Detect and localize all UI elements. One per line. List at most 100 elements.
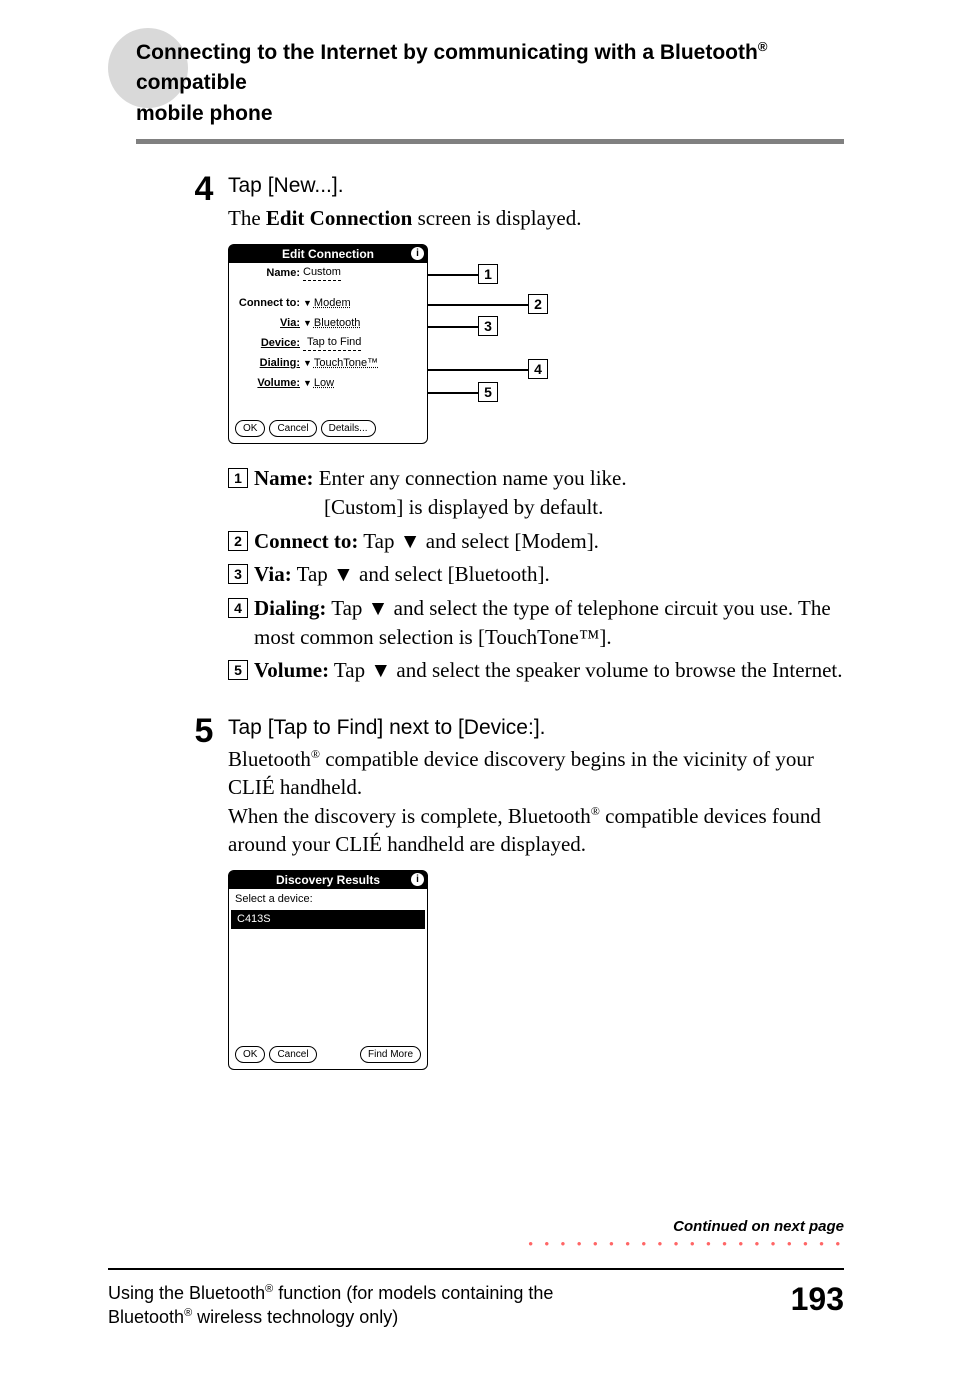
step-5-p1: Bluetooth® compatible device discovery b… bbox=[228, 745, 844, 802]
connect-value[interactable]: Modem bbox=[314, 296, 351, 311]
header-line2: mobile phone bbox=[136, 102, 273, 125]
anno-bold: Connect to: bbox=[254, 529, 358, 553]
anno-rest: Tap ▼ and select the type of telephone c… bbox=[254, 596, 831, 649]
via-label: Via: bbox=[235, 316, 303, 331]
footer: Using the Bluetooth® function (for model… bbox=[108, 1281, 844, 1330]
content: 4 Tap [New...]. The Edit Connection scre… bbox=[180, 172, 844, 1070]
dialing-value[interactable]: TouchTone™ bbox=[314, 356, 378, 371]
find-more-button[interactable]: Find More bbox=[360, 1046, 421, 1064]
anno-rest: Tap ▼ and select the speaker volume to b… bbox=[329, 658, 842, 682]
callout-line bbox=[428, 392, 478, 394]
header: Connecting to the Internet by communicat… bbox=[108, 38, 844, 144]
row-dialing: Dialing: ▼ TouchTone™ bbox=[229, 353, 427, 373]
anno-text: Name: Enter any connection name you like… bbox=[254, 464, 844, 523]
palm-title-text: Edit Connection bbox=[282, 247, 374, 261]
row-via: Via: ▼ Bluetooth bbox=[229, 313, 427, 333]
step-5-head: Tap [Tap to Find] next to [Device:]. bbox=[228, 714, 844, 742]
anno-num: 2 bbox=[228, 531, 248, 551]
f2b: wireless technology only) bbox=[192, 1307, 398, 1327]
registered-icon: ® bbox=[311, 747, 320, 761]
details-button[interactable]: Details... bbox=[321, 420, 376, 438]
device-value[interactable]: Tap to Find bbox=[303, 335, 361, 351]
via-value[interactable]: Bluetooth bbox=[314, 316, 360, 331]
registered-icon: ® bbox=[591, 804, 600, 818]
anno-rest: Enter any connection name you like. bbox=[313, 466, 626, 490]
info-icon[interactable]: i bbox=[411, 873, 424, 886]
anno-bold: Dialing: bbox=[254, 596, 326, 620]
annotation-4: 4 Dialing: Tap ▼ and select the type of … bbox=[228, 594, 844, 653]
edit-connection-figure: Edit Connection i Name: Custom Connect t… bbox=[228, 244, 558, 454]
step-4-body: Tap [New...]. The Edit Connection screen… bbox=[228, 172, 844, 689]
footer-left: Using the Bluetooth® function (for model… bbox=[108, 1281, 553, 1330]
anno-rest: Tap ▼ and select [Bluetooth]. bbox=[292, 562, 550, 586]
callout-line bbox=[428, 304, 528, 306]
dialing-label: Dialing: bbox=[235, 356, 303, 371]
anno-bold: Via: bbox=[254, 562, 292, 586]
volume-label: Volume: bbox=[235, 376, 303, 391]
device-row[interactable]: C413S bbox=[231, 910, 425, 929]
chevron-down-icon[interactable]: ▼ bbox=[303, 357, 312, 369]
callout-1: 1 bbox=[478, 264, 498, 284]
volume-value[interactable]: Low bbox=[314, 376, 334, 391]
ok-button[interactable]: OK bbox=[235, 420, 265, 438]
palm-title: Edit Connection i bbox=[229, 245, 427, 263]
annotation-list: 1 Name: Enter any connection name you li… bbox=[228, 464, 844, 686]
name-label: Name: bbox=[235, 266, 303, 281]
annotation-5: 5 Volume: Tap ▼ and select the speaker v… bbox=[228, 656, 844, 685]
info-icon[interactable]: i bbox=[411, 247, 424, 260]
anno-text: Connect to: Tap ▼ and select [Modem]. bbox=[254, 527, 844, 556]
annotation-2: 2 Connect to: Tap ▼ and select [Modem]. bbox=[228, 527, 844, 556]
palm-screen-edit: Edit Connection i Name: Custom Connect t… bbox=[228, 244, 428, 444]
header-line1-pre: Connecting to the Internet by communicat… bbox=[136, 41, 758, 64]
anno-text: Dialing: Tap ▼ and select the type of te… bbox=[254, 594, 844, 653]
p2a: When the discovery is complete, Bluetoot… bbox=[228, 804, 591, 828]
f1b: function (for models containing the bbox=[273, 1283, 553, 1303]
chevron-down-icon[interactable]: ▼ bbox=[303, 297, 312, 309]
callout-line bbox=[428, 369, 528, 371]
step4-desc-bold: Edit Connection bbox=[266, 206, 412, 230]
continued-block: Continued on next page • • • • • • • • •… bbox=[528, 1218, 844, 1248]
callout-5: 5 bbox=[478, 382, 498, 402]
cancel-button[interactable]: Cancel bbox=[269, 420, 316, 438]
chevron-down-icon[interactable]: ▼ bbox=[303, 377, 312, 389]
step-4: 4 Tap [New...]. The Edit Connection scre… bbox=[180, 172, 844, 689]
step-number: 5 bbox=[180, 714, 228, 748]
row-name: Name: Custom bbox=[229, 263, 427, 283]
callout-2: 2 bbox=[528, 294, 548, 314]
anno-bold: Volume: bbox=[254, 658, 329, 682]
palm-buttons: OK Cancel Details... bbox=[235, 420, 376, 438]
anno-num: 1 bbox=[228, 468, 248, 488]
select-device-label: Select a device: bbox=[229, 889, 427, 910]
connect-label: Connect to: bbox=[235, 296, 303, 311]
header-rule bbox=[136, 139, 844, 144]
anno-bold: Name: bbox=[254, 466, 313, 490]
registered-icon: ® bbox=[265, 1283, 273, 1295]
callout-line bbox=[428, 274, 478, 276]
row-volume: Volume: ▼ Low bbox=[229, 373, 427, 393]
palm2-title: Discovery Results i bbox=[229, 871, 427, 889]
callout-3: 3 bbox=[478, 316, 498, 336]
chevron-down-icon[interactable]: ▼ bbox=[303, 317, 312, 329]
header-line1-post: compatible bbox=[136, 71, 247, 94]
name-value[interactable]: Custom bbox=[303, 265, 341, 281]
cancel-button[interactable]: Cancel bbox=[269, 1046, 316, 1064]
dots-icon: • • • • • • • • • • • • • • • • • • • • bbox=[528, 1239, 844, 1248]
ok-button[interactable]: OK bbox=[235, 1046, 265, 1064]
step4-desc-post: screen is displayed. bbox=[412, 206, 581, 230]
anno-num: 4 bbox=[228, 598, 248, 618]
footer-rule bbox=[108, 1268, 844, 1270]
device-label: Device: bbox=[235, 336, 303, 351]
anno-rest: Tap ▼ and select [Modem]. bbox=[358, 529, 599, 553]
registered-icon: ® bbox=[184, 1307, 192, 1319]
step-4-desc: The Edit Connection screen is displayed. bbox=[228, 204, 844, 232]
p1a: Bluetooth bbox=[228, 747, 311, 771]
anno-text: Volume: Tap ▼ and select the speaker vol… bbox=[254, 656, 844, 685]
anno-text: Via: Tap ▼ and select [Bluetooth]. bbox=[254, 560, 844, 589]
step-number: 4 bbox=[180, 172, 228, 206]
page-number: 193 bbox=[791, 1281, 844, 1318]
step-5-p2: When the discovery is complete, Bluetoot… bbox=[228, 802, 844, 859]
step-5: 5 Tap [Tap to Find] next to [Device:]. B… bbox=[180, 714, 844, 1071]
palm-screen-discovery: Discovery Results i Select a device: C41… bbox=[228, 870, 428, 1070]
row-device: Device: Tap to Find bbox=[229, 333, 427, 353]
palm2-buttons: OK Cancel Find More bbox=[235, 1046, 421, 1064]
